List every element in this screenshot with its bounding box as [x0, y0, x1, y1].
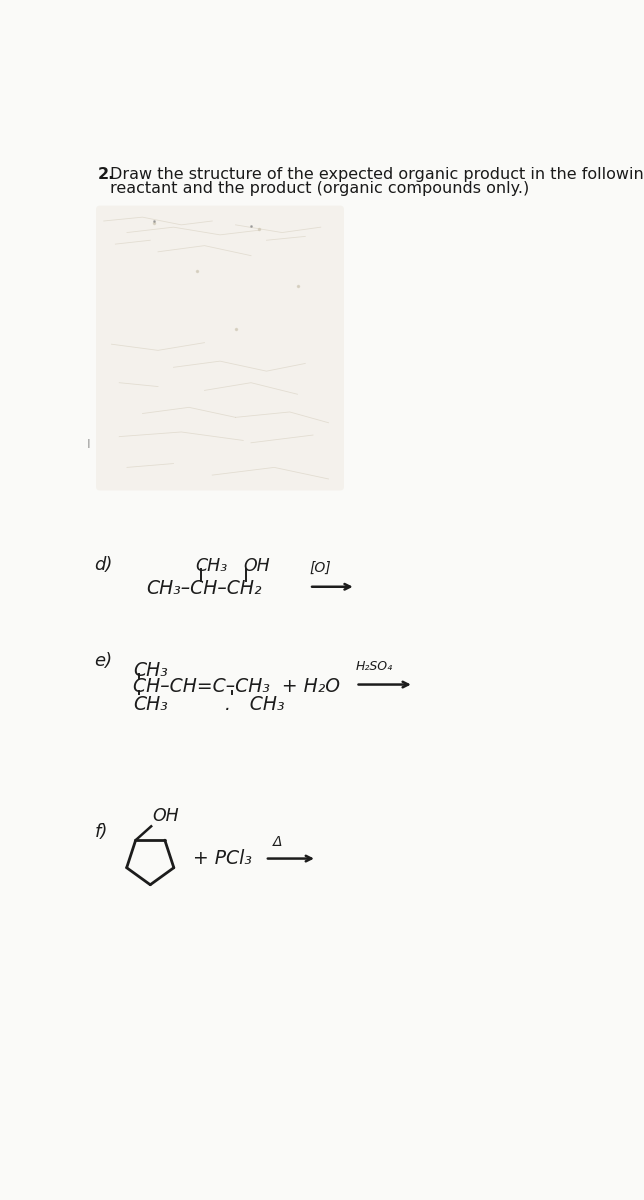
Text: d): d)	[95, 556, 113, 574]
Text: CH₃: CH₃	[195, 558, 227, 576]
Text: Δ: Δ	[272, 835, 282, 850]
Text: f): f)	[95, 823, 108, 841]
Text: reactant and the product (organic compounds only.): reactant and the product (organic compou…	[110, 181, 529, 196]
Text: . CH₃: . CH₃	[225, 695, 284, 714]
Text: CH₃–CH–CH₂: CH₃–CH–CH₂	[146, 580, 262, 598]
FancyBboxPatch shape	[96, 205, 344, 491]
Text: H₂SO₄: H₂SO₄	[355, 660, 393, 673]
Text: + PCl₃: + PCl₃	[193, 850, 252, 868]
Text: 2.: 2.	[97, 167, 115, 182]
Text: CH–CH=C–CH₃  + H₂O: CH–CH=C–CH₃ + H₂O	[133, 677, 340, 696]
Text: CH₃: CH₃	[133, 661, 168, 680]
Text: OH: OH	[153, 806, 180, 824]
Text: CH₃: CH₃	[133, 695, 168, 714]
Text: Draw the structure of the expected organic product in the following reactions. N: Draw the structure of the expected organ…	[110, 167, 644, 182]
Text: I: I	[87, 438, 90, 451]
Text: e): e)	[95, 653, 113, 670]
Text: [O]: [O]	[309, 562, 331, 575]
Text: OH: OH	[243, 558, 270, 576]
